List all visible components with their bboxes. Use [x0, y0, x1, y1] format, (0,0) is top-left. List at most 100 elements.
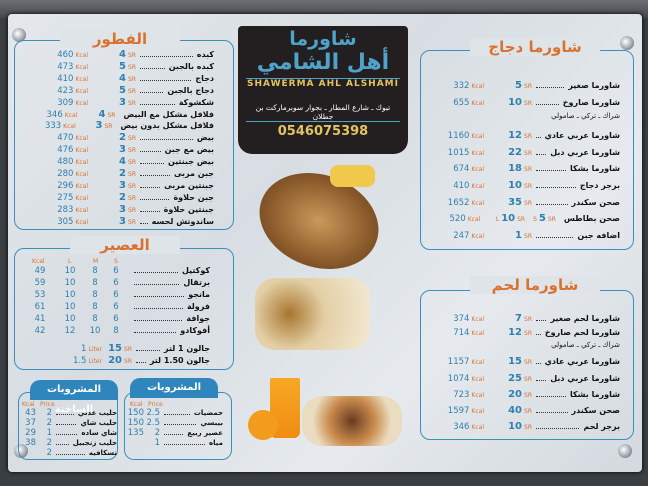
item-name: جالون 1.50 لتر	[149, 356, 210, 365]
dot-leader	[164, 439, 206, 445]
kcal-unit: Kcal	[75, 135, 88, 143]
frame-top	[0, 0, 648, 18]
breakfast-title: الفطور	[60, 30, 180, 48]
juice-item: مانجو	[130, 290, 210, 302]
kcal-value: 480	[57, 157, 74, 168]
currency: SR	[128, 147, 136, 155]
kcal-unit: Kcal	[75, 171, 88, 178]
size-label: L	[495, 216, 500, 223]
kcal-value: 135	[127, 428, 144, 438]
dot-leader	[134, 291, 185, 297]
currency: SR	[128, 63, 136, 71]
currency: SR	[524, 183, 532, 190]
kcal-value: 674	[453, 164, 470, 174]
item-name: جوافة	[186, 314, 210, 323]
item-name: بيض مع جبن	[164, 145, 214, 155]
item-name: فلافل مشكل مع البيض	[123, 109, 214, 119]
juice-s: 8	[113, 326, 119, 336]
kcal: 460 Kcal	[36, 50, 88, 60]
chicken-item: شاورما عربي عادي 12 SR 1160 Kcal	[428, 130, 620, 142]
meat-item: شاورما عربي عادي 15 SR 1157 Kcal	[428, 356, 620, 368]
price-value: 40	[508, 405, 523, 416]
kcal-unit: Kcal	[471, 166, 484, 173]
juice-item: برتقال	[130, 278, 210, 290]
chicken-item: شاورما عربي دبل 22 SR 1015 Kcal	[428, 147, 620, 159]
price: 2 SR	[88, 132, 136, 143]
price-value: 3	[95, 120, 103, 132]
meat-item: شاورما لحم صغير 7 SR 374 Kcal	[428, 313, 620, 325]
kcal: 1160 Kcal	[428, 131, 484, 141]
dot-leader	[136, 357, 146, 363]
juice-l: 10	[64, 266, 76, 276]
breakfast-item: جبن حلاوة 2 SR 275 Kcal	[36, 192, 214, 204]
liter-unit: Liter	[88, 358, 102, 365]
price: 5 SR	[88, 61, 136, 72]
price: 4 SR	[88, 156, 136, 167]
price: 2	[36, 408, 52, 418]
juice-header-l: L	[68, 258, 72, 265]
item-name: مياه	[209, 439, 223, 447]
currency: SR	[128, 52, 136, 59]
item-name: اضافه جبن	[577, 231, 620, 240]
price: 4 SR	[88, 49, 136, 60]
price: 3 SR	[88, 97, 136, 108]
price: L 10 SR	[480, 213, 525, 224]
currency: SR	[524, 133, 532, 140]
breakfast-item: بيض جبنتين 4 SR 480 Kcal	[36, 156, 214, 168]
price: 3 SR	[88, 204, 136, 215]
price-value: 15	[108, 343, 123, 354]
currency: SR	[524, 392, 532, 399]
item-name: كوكتيل	[182, 266, 210, 275]
breakfast-item: دجاج بالجبن 5 SR 423 Kcal	[36, 85, 214, 97]
price: 15 SR	[484, 356, 532, 367]
kcal-value: 346	[453, 422, 470, 432]
currency: SR	[524, 200, 532, 207]
dot-leader	[56, 439, 69, 445]
price-value: 2	[119, 191, 127, 203]
price: 2 SR	[88, 192, 136, 203]
kcal-value: 283	[57, 204, 74, 215]
meat-item: برجر لحم 10 SR 346 Kcal	[428, 421, 620, 433]
gallon-item: جالون 1 لتر 15 SR 1 Liter	[70, 343, 210, 355]
currency: SR	[124, 358, 132, 365]
breakfast-item: كبده 4 SR 460 Kcal	[36, 49, 214, 61]
dot-leader	[140, 218, 148, 224]
breakfast-item: دجاج 4 SR 410 Kcal	[36, 73, 214, 85]
meat-title: شاورما لحم	[470, 276, 600, 294]
item-name: فرولة	[186, 302, 210, 311]
price-header: Price	[148, 401, 163, 408]
kcal: 43	[20, 408, 36, 418]
kcal-unit: Kcal	[471, 424, 484, 431]
dot-leader	[140, 146, 161, 153]
kcal: 150	[128, 418, 144, 428]
kcal-value: 460	[57, 50, 74, 60]
chicken-item: صحن بطاطس S 5 SR L 10 SR 520 Kcal	[428, 213, 620, 225]
kcal-unit: Kcal	[75, 52, 88, 59]
kcal: 38	[20, 438, 36, 448]
kcal-unit: Kcal	[467, 216, 481, 223]
breakfast-item: جبنتين حلاوة 3 SR 283 Kcal	[36, 204, 214, 216]
price-value: 7	[515, 313, 523, 324]
kcal-unit: Kcal	[75, 75, 88, 83]
kcal: 275 Kcal	[36, 193, 88, 203]
chicken-note: شراك ـ تركي ـ صامولي	[551, 112, 620, 120]
price-value: 5	[119, 60, 127, 72]
price: 12 SR	[484, 130, 532, 141]
item-name: جبن مربى	[173, 169, 214, 178]
kcal-unit: Kcal	[75, 87, 88, 95]
breakfast-item: جبنتين مربى 3 SR 296 Kcal	[36, 180, 214, 192]
kcal-value: 374	[453, 314, 470, 324]
kcal-value: 655	[453, 98, 470, 108]
price: 2.5	[144, 408, 160, 418]
price: 2.5	[144, 418, 160, 428]
chicken-item: شاورما بشكا 18 SR 674 Kcal	[428, 163, 620, 175]
kcal-value: 520	[449, 214, 466, 224]
price: 2	[36, 448, 52, 458]
juice-m: 10	[89, 326, 101, 336]
price-value: 10	[508, 97, 523, 108]
item-name: شاورما عربي دبل	[550, 148, 620, 157]
currency: SR	[128, 159, 136, 167]
size-value: 1	[81, 344, 87, 354]
juice-kcal: 53	[34, 290, 46, 300]
kcal-unit: Kcal	[75, 99, 88, 107]
